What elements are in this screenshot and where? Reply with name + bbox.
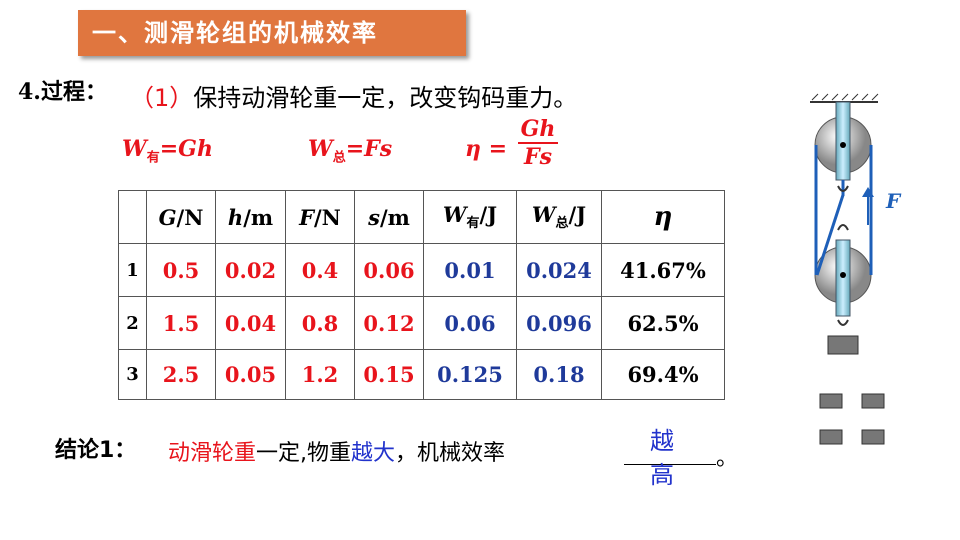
- header-cell: η: [601, 190, 725, 244]
- data-table: G/N h/m F/N s/m W有/J W总/J η 1 0.5 0.02 0.4 0.06 0.01…: [118, 190, 725, 400]
- symbol: W: [442, 202, 467, 228]
- row: 1 0.5 0.02 0.4 0.06 0.01 0.024 41.67%: [118, 243, 725, 297]
- cell: 1.5: [146, 296, 216, 350]
- sub: 有: [146, 150, 160, 166]
- symbol: F: [299, 204, 315, 230]
- cell: 0.096: [516, 296, 602, 350]
- step: （1）保持动滑轮重一定，改变钩码重力。: [122, 78, 622, 118]
- cell: 0.04: [215, 296, 286, 350]
- sub: 总: [555, 216, 569, 232]
- unit: /N: [176, 204, 204, 230]
- force-label: F: [885, 189, 902, 213]
- formula: W总=Fs: [308, 136, 392, 165]
- hook: [837, 185, 849, 326]
- unit: /J: [479, 202, 498, 228]
- cell: 0.125: [423, 349, 517, 400]
- unit: /N: [314, 204, 341, 230]
- rope: [814, 145, 873, 276]
- cell: 0.5: [146, 243, 216, 297]
- formula: W有=Gh: [122, 136, 213, 165]
- row: 3 2.5 0.05 1.2 0.15 0.125 0.18 69.4%: [118, 349, 725, 400]
- cell: 1.2: [285, 349, 355, 400]
- header-cell: s/m: [354, 190, 424, 244]
- cell: 0.02: [215, 243, 286, 297]
- arrowhead: [862, 187, 874, 197]
- cell: 0.06: [423, 296, 517, 350]
- cell: 69.4%: [601, 349, 725, 400]
- text: 动滑轮重: [168, 441, 257, 466]
- rhs: =Gh: [159, 136, 213, 162]
- symbol: G: [158, 204, 177, 230]
- axle: [840, 142, 846, 148]
- axle: [840, 272, 846, 278]
- cell: 0.8: [285, 296, 355, 350]
- step-label: 4.过程：: [18, 79, 107, 105]
- blank: [624, 464, 716, 465]
- symbol: W: [308, 136, 333, 162]
- cell: 0.05: [215, 349, 286, 400]
- conclusion-label: 结论1：: [55, 438, 137, 463]
- symbol: s: [368, 204, 380, 230]
- eq: =: [488, 136, 508, 162]
- unit: /J: [568, 202, 587, 228]
- cell: 62.5%: [601, 296, 725, 350]
- title: 一、测滑轮组的机械效率: [78, 10, 466, 56]
- step-number: （1）: [130, 84, 194, 112]
- symbol: η: [465, 136, 481, 162]
- cell: 2.5: [146, 349, 216, 400]
- cell: 0.18: [516, 349, 602, 400]
- cell: 0.01: [423, 243, 517, 297]
- fraction: Gh Fs: [518, 116, 558, 170]
- cell: 3: [118, 349, 147, 400]
- symbol: W: [531, 202, 556, 228]
- text: 一定,物重: [256, 441, 352, 466]
- answer: 越高: [650, 427, 674, 489]
- formula: η =: [465, 136, 507, 162]
- bracket: [835, 101, 851, 181]
- weights: [819, 393, 885, 445]
- unit: /m: [379, 204, 410, 230]
- header-cell: W总/J: [516, 190, 602, 244]
- numerator: Gh: [518, 116, 558, 144]
- sub: 总: [332, 150, 346, 166]
- rhs: =Fs: [345, 136, 393, 162]
- header-row: G/N h/m F/N s/m W有/J W总/J η: [118, 190, 725, 244]
- symbol: W: [122, 136, 147, 162]
- end: 。: [716, 446, 739, 471]
- header-cell: h/m: [215, 190, 286, 244]
- denominator: Fs: [523, 144, 552, 170]
- text: 越大: [351, 441, 396, 466]
- sub: 有: [466, 216, 480, 232]
- conclusion: 动滑轮重一定,物重越大，机械效率: [168, 435, 505, 467]
- text: ，机械效率: [395, 441, 506, 466]
- step-text: 保持动滑轮重一定，改变钩码重力。: [193, 84, 578, 112]
- unit: /m: [243, 204, 274, 230]
- header-cell: W有/J: [423, 190, 517, 244]
- row: 2 1.5 0.04 0.8 0.12 0.06 0.096 62.5%: [118, 296, 725, 350]
- symbol: h: [227, 204, 244, 230]
- hatch: [811, 93, 879, 101]
- header-cell: F/N: [285, 190, 355, 244]
- weight: [827, 335, 859, 355]
- cell: 0.4: [285, 243, 355, 297]
- symbol: η: [653, 202, 673, 232]
